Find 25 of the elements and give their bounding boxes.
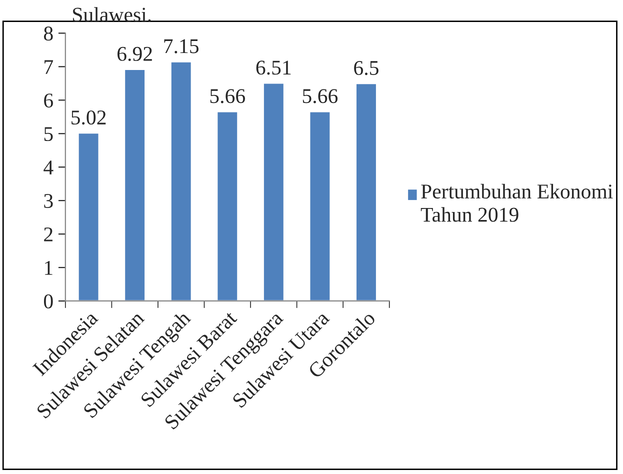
- data-label: 5.02: [72, 110, 106, 125]
- data-label: 7.15: [164, 39, 199, 54]
- data-label: 5.66: [210, 89, 245, 104]
- text: Sulawesi.: [73, 7, 151, 22]
- data-label: 6.5: [354, 60, 378, 76]
- y-tick-label: 8: [44, 26, 53, 41]
- bar: [355, 82, 378, 301]
- y-tick-label: 6: [44, 94, 53, 108]
- y-tick-label: 2: [44, 227, 52, 242]
- bar: [262, 82, 285, 301]
- bar: [308, 110, 332, 301]
- bar: [124, 68, 146, 301]
- bar: [77, 132, 100, 301]
- bar: [216, 110, 239, 301]
- y-tick-label: 3: [44, 194, 53, 208]
- y-tick-label: 1: [45, 260, 52, 275]
- y-tick-label: 0: [44, 294, 53, 308]
- data-label: 6.92: [118, 46, 152, 62]
- y-tick-label: 7: [44, 60, 54, 74]
- data-label: 5.66: [302, 89, 338, 104]
- bar: [170, 60, 192, 301]
- y-tick-label: 5: [44, 127, 53, 142]
- legend-label: Pertumbuhan Ekonomi Tahun 2019: [420, 184, 613, 222]
- y-tick-label: 4: [44, 160, 54, 174]
- data-label: 6.51: [256, 60, 291, 75]
